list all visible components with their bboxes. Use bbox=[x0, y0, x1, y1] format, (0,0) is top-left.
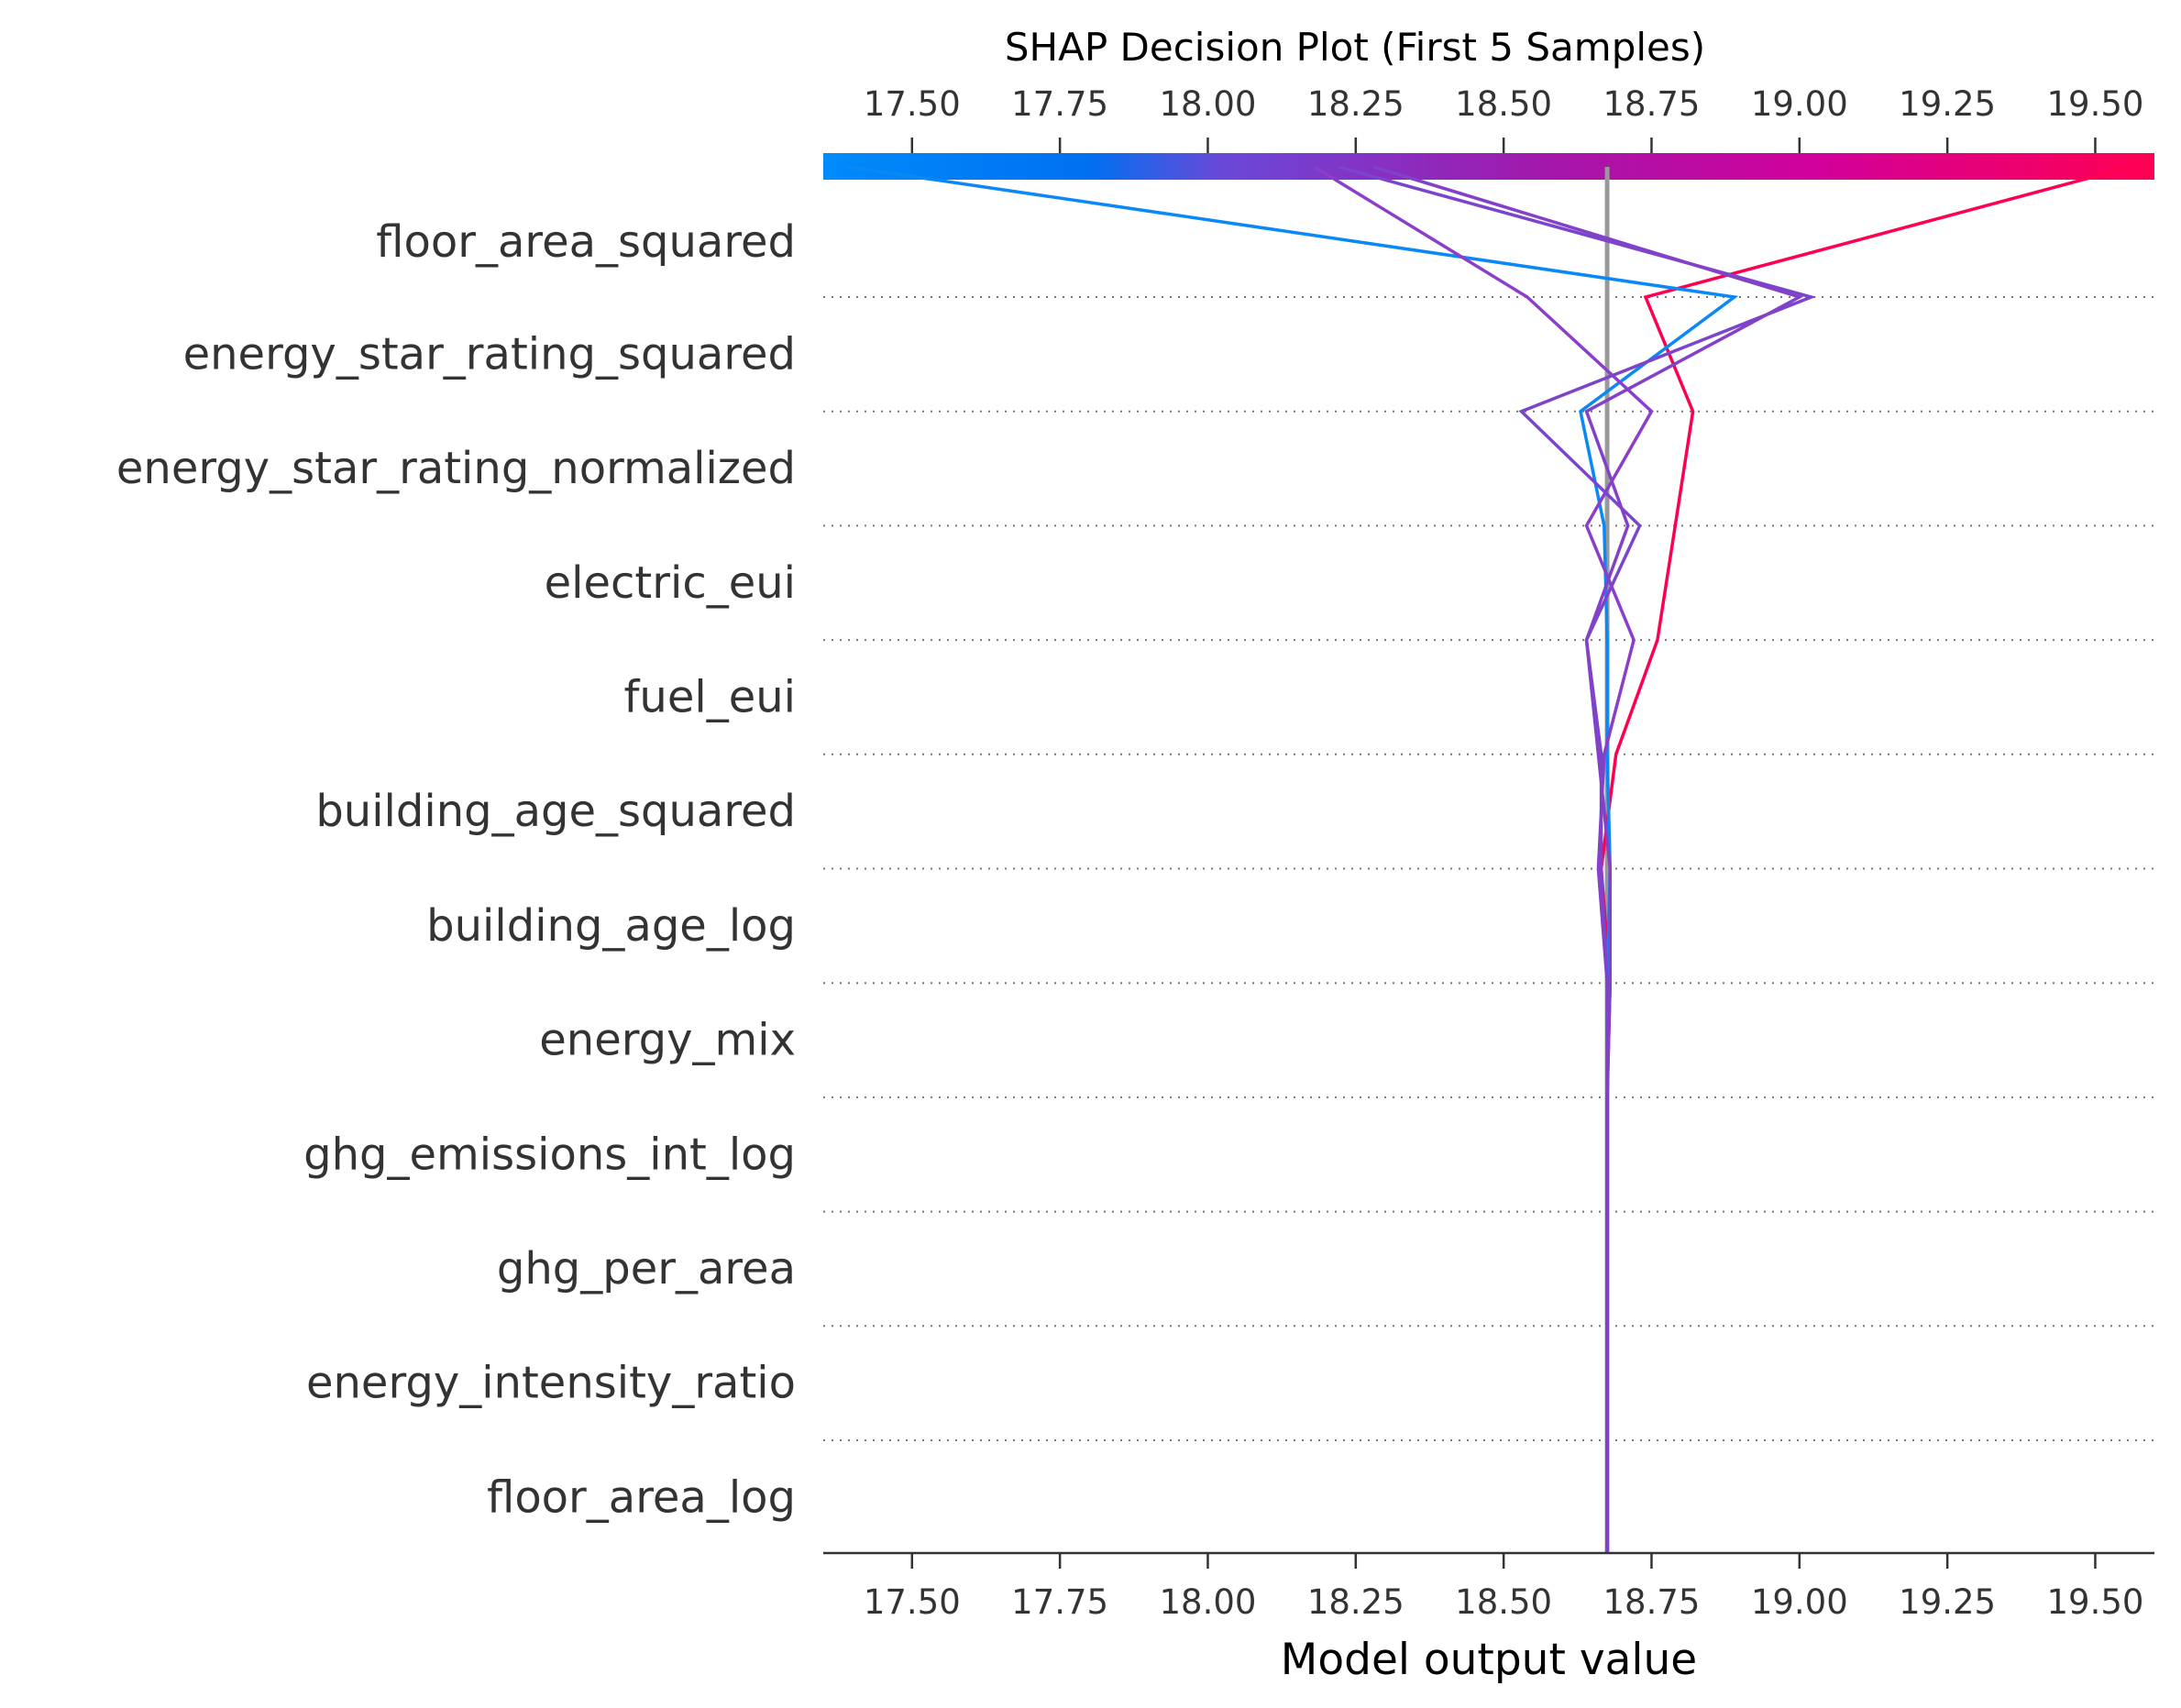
decision-line bbox=[1599, 165, 2131, 1553]
feature-label: electric_eui bbox=[545, 557, 796, 609]
top-tick-label: 19.25 bbox=[1899, 84, 1996, 124]
bottom-tick-label: 19.25 bbox=[1899, 1582, 1996, 1622]
feature-label: floor_area_log bbox=[487, 1471, 796, 1523]
feature-label: ghg_per_area bbox=[497, 1243, 796, 1295]
top-tick-label: 18.25 bbox=[1307, 84, 1404, 124]
feature-label: energy_mix bbox=[539, 1015, 796, 1066]
feature-label: building_age_squared bbox=[315, 786, 796, 837]
bottom-tick-label: 19.00 bbox=[1751, 1582, 1848, 1622]
feature-row-separators bbox=[823, 296, 2154, 1441]
x-axis-label: Model output value bbox=[1281, 1635, 1697, 1685]
bottom-tick-label: 18.00 bbox=[1159, 1582, 1256, 1622]
bottom-tick-label: 17.75 bbox=[1011, 1582, 1108, 1622]
bottom-tick-label: 19.50 bbox=[2046, 1582, 2143, 1622]
feature-label: fuel_eui bbox=[624, 671, 796, 722]
top-tick-label: 19.00 bbox=[1751, 84, 1848, 124]
bottom-tick-label: 18.75 bbox=[1603, 1582, 1700, 1622]
feature-label: energy_intensity_ratio bbox=[306, 1358, 796, 1409]
decision-line bbox=[1372, 165, 1804, 1553]
feature-label: energy_star_rating_squared bbox=[183, 328, 796, 380]
top-tick-label: 18.00 bbox=[1159, 84, 1256, 124]
top-tick-label: 17.75 bbox=[1011, 84, 1108, 124]
chart-title: SHAP Decision Plot (First 5 Samples) bbox=[1005, 25, 1705, 70]
top-axis-ticks: 17.50 17.75 18.00 18.25 18.50 18.75 19.00 19.25… bbox=[864, 84, 2143, 153]
top-tick-label: 17.50 bbox=[864, 84, 961, 124]
bottom-tick-label: 18.25 bbox=[1307, 1582, 1404, 1622]
bottom-axis-ticks: 17.50 17.75 18.00 18.25 18.50 18.75 19.00 19.25… bbox=[864, 1553, 2143, 1622]
colorbar bbox=[823, 153, 2154, 180]
feature-label: energy_star_rating_normalized bbox=[116, 443, 796, 494]
decision-line bbox=[1337, 165, 1817, 1553]
bottom-tick-label: 17.50 bbox=[864, 1582, 961, 1622]
top-tick-label: 18.75 bbox=[1603, 84, 1700, 124]
feature-labels: floor_area_squared energy_star_rating_squ… bbox=[116, 216, 796, 1523]
feature-label: floor_area_squared bbox=[376, 216, 796, 268]
decision-lines bbox=[846, 165, 2131, 1553]
feature-label: building_age_log bbox=[426, 900, 796, 952]
feature-label: ghg_emissions_int_log bbox=[303, 1129, 796, 1180]
top-tick-label: 19.50 bbox=[2046, 84, 2143, 124]
bottom-tick-label: 18.50 bbox=[1455, 1582, 1552, 1622]
top-tick-label: 18.50 bbox=[1455, 84, 1552, 124]
